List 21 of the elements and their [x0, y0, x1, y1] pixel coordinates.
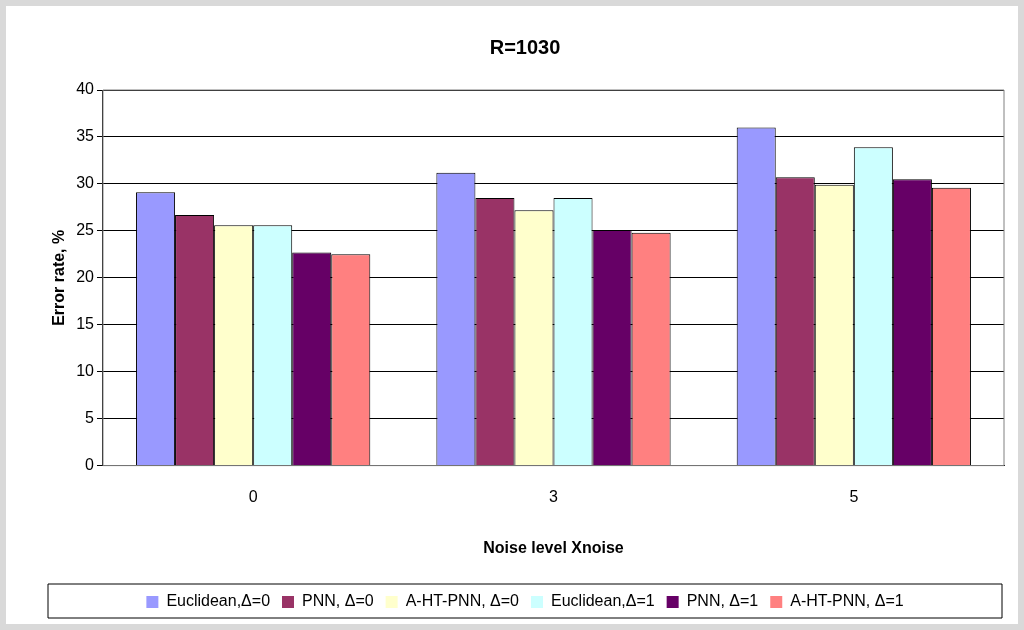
legend-label: Euclidean,Δ=0	[166, 592, 271, 610]
y-tick-label: 15	[76, 315, 95, 333]
x-tick-label: 3	[549, 487, 559, 505]
legend-label: A-HT-PNN, Δ=0	[405, 592, 520, 610]
y-tick-label: 35	[76, 127, 95, 145]
legend-label: Euclidean,Δ=1	[551, 592, 655, 610]
legend-label: A-HT-PNN, Δ=1	[790, 592, 904, 610]
x-axis-title: Noise level Xnoise	[483, 538, 624, 556]
y-tick-label: 0	[85, 456, 95, 474]
y-tick-label: 5	[85, 409, 95, 427]
y-tick-label: 30	[76, 174, 95, 192]
x-tick-label: 0	[248, 487, 258, 505]
y-tick-label: 25	[76, 221, 95, 239]
y-tick-label: 10	[76, 362, 95, 380]
y-axis-title: Error rate, %	[50, 229, 68, 326]
legend-label: PNN, Δ=1	[686, 592, 759, 610]
y-tick-label: 40	[76, 80, 95, 98]
chart-title: R=1030	[489, 35, 561, 58]
x-tick-label: 5	[849, 487, 859, 505]
legend-label: PNN, Δ=0	[302, 592, 374, 610]
y-tick-label: 20	[76, 268, 95, 286]
